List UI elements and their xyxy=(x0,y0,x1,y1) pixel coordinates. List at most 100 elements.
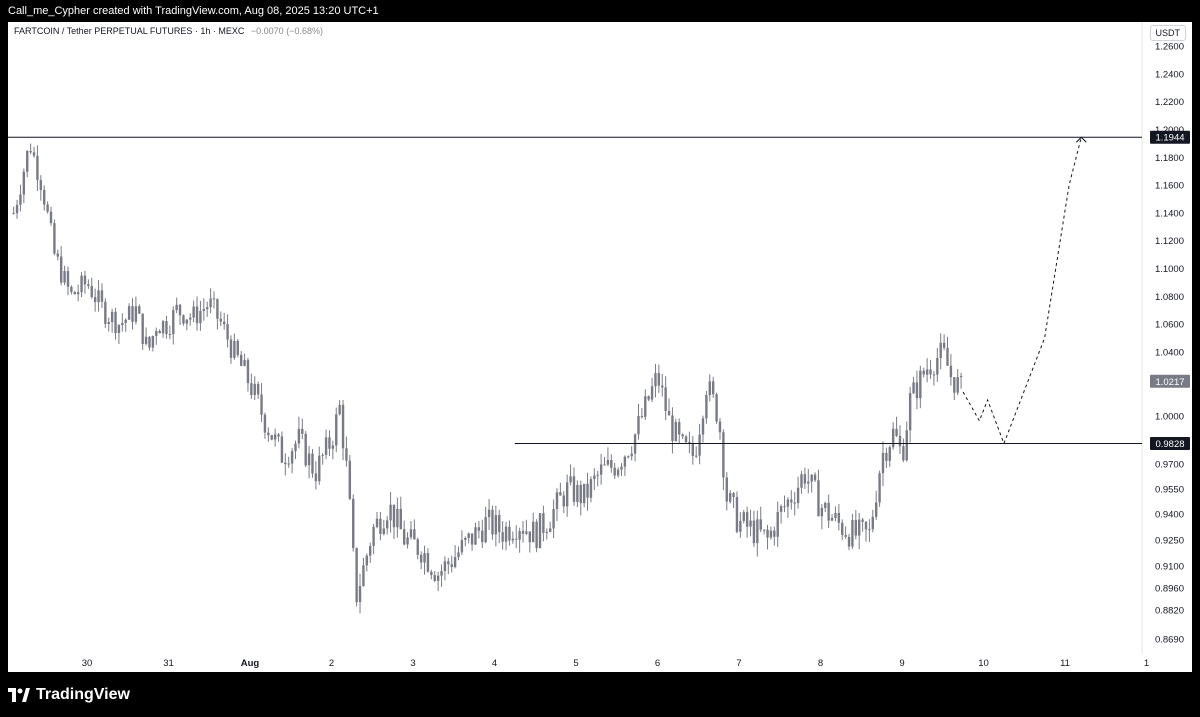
candle-body xyxy=(813,474,817,481)
x-tick-label: 4 xyxy=(492,658,497,669)
currency-button[interactable]: USDT xyxy=(1149,25,1186,41)
candle-body xyxy=(73,291,76,295)
y-tick-label: 1.1800 xyxy=(1155,153,1184,164)
candle-body xyxy=(538,513,542,549)
candle-body xyxy=(942,342,946,348)
candle-body xyxy=(783,506,786,508)
candle-body xyxy=(277,434,280,437)
candle-body xyxy=(15,204,19,214)
candle-body xyxy=(178,304,182,316)
candle-body xyxy=(355,548,358,603)
candle-body xyxy=(318,455,321,482)
candle-body xyxy=(535,521,538,549)
candle-body xyxy=(572,476,576,502)
y-tick-label: 1.0000 xyxy=(1155,412,1184,423)
candle-body xyxy=(599,464,603,475)
candle-body xyxy=(369,545,372,556)
candle-body xyxy=(304,433,307,466)
candle-body xyxy=(66,271,70,287)
attribution-text: Call_me_Cypher created with TradingView.… xyxy=(8,5,379,17)
candle-body xyxy=(691,442,695,456)
candle-body xyxy=(759,519,762,530)
candle-body xyxy=(820,507,824,517)
candle-body xyxy=(919,370,922,399)
candle-body xyxy=(352,498,355,549)
candle-body xyxy=(650,386,654,400)
x-tick-label: 3 xyxy=(410,658,415,669)
candle-body xyxy=(165,321,168,334)
x-tick-label: 5 xyxy=(573,658,578,669)
candle-body xyxy=(878,473,881,503)
x-tick-label: Aug xyxy=(241,658,260,669)
candle-body xyxy=(301,428,304,434)
candle-body xyxy=(827,502,830,521)
candle-body xyxy=(436,575,440,581)
candle-body xyxy=(263,414,267,433)
candle-body xyxy=(756,519,759,544)
tradingview-brand: TradingView xyxy=(36,686,130,703)
candle-body xyxy=(260,394,263,415)
x-tick-label: 6 xyxy=(655,658,660,669)
candle-body xyxy=(874,502,878,517)
x-tick-label: 31 xyxy=(163,658,174,669)
candle-body xyxy=(779,506,783,512)
candle-body xyxy=(504,526,508,542)
candle-body xyxy=(701,418,705,435)
candle-body xyxy=(562,495,565,507)
candle-body xyxy=(453,557,457,568)
candle-body xyxy=(528,531,532,543)
candle-body xyxy=(837,512,841,523)
candle-body xyxy=(725,477,728,502)
candle-body xyxy=(667,410,671,416)
candle-body xyxy=(718,421,722,433)
candle-body xyxy=(12,212,15,214)
candle-body xyxy=(56,253,59,257)
candle-body xyxy=(542,513,545,533)
candle-body xyxy=(844,534,847,537)
candle-body xyxy=(175,304,178,311)
candle-body xyxy=(498,515,501,533)
candle-body xyxy=(576,484,579,502)
candle-body xyxy=(385,520,389,529)
candle-body xyxy=(868,529,871,531)
candle-body xyxy=(881,452,885,474)
candle-body xyxy=(172,310,175,335)
candle-body xyxy=(124,319,127,323)
candle-body xyxy=(630,453,633,457)
candle-body xyxy=(53,223,56,254)
candle-body xyxy=(443,561,447,572)
candle-body xyxy=(433,575,436,581)
candle-body xyxy=(586,483,589,498)
candle-body xyxy=(484,517,487,543)
candle-body xyxy=(284,462,287,465)
candle-body xyxy=(131,306,134,322)
candlestick-chart[interactable]: 1.2600 1.2400 1.2200 1.2000 1.1800 1.1600 1.14… xyxy=(8,22,1192,672)
candle-body xyxy=(148,336,151,348)
x-tick-label: 2 xyxy=(329,658,334,669)
candle-body xyxy=(185,319,189,324)
candle-body xyxy=(321,454,324,456)
candle-body xyxy=(728,493,732,502)
candle-body xyxy=(270,435,273,440)
tradingview-logo: TradingView xyxy=(8,686,130,704)
candle-body xyxy=(803,474,807,484)
candle-body xyxy=(280,436,284,463)
candle-body xyxy=(151,336,155,348)
candle-body xyxy=(372,527,375,546)
candle-body xyxy=(127,306,131,320)
candle-body xyxy=(307,453,311,466)
candle-body xyxy=(946,347,949,366)
chart-panel[interactable]: FARTCOIN / Tether PERPETUAL FUTURES · 1h… xyxy=(8,22,1192,672)
candle-body xyxy=(678,422,681,435)
candle-body xyxy=(766,529,769,538)
candle-body xyxy=(467,533,470,538)
y-tick-label: 1.1400 xyxy=(1155,208,1184,219)
candle-body xyxy=(161,321,165,334)
price-label-box xyxy=(1150,374,1190,388)
attribution-bar: Call_me_Cypher created with TradingView.… xyxy=(0,0,1200,22)
candle-body xyxy=(19,194,22,205)
candle-body xyxy=(90,286,93,298)
candle-body xyxy=(491,509,494,535)
candle-body xyxy=(195,306,199,324)
candle-body xyxy=(114,311,117,334)
